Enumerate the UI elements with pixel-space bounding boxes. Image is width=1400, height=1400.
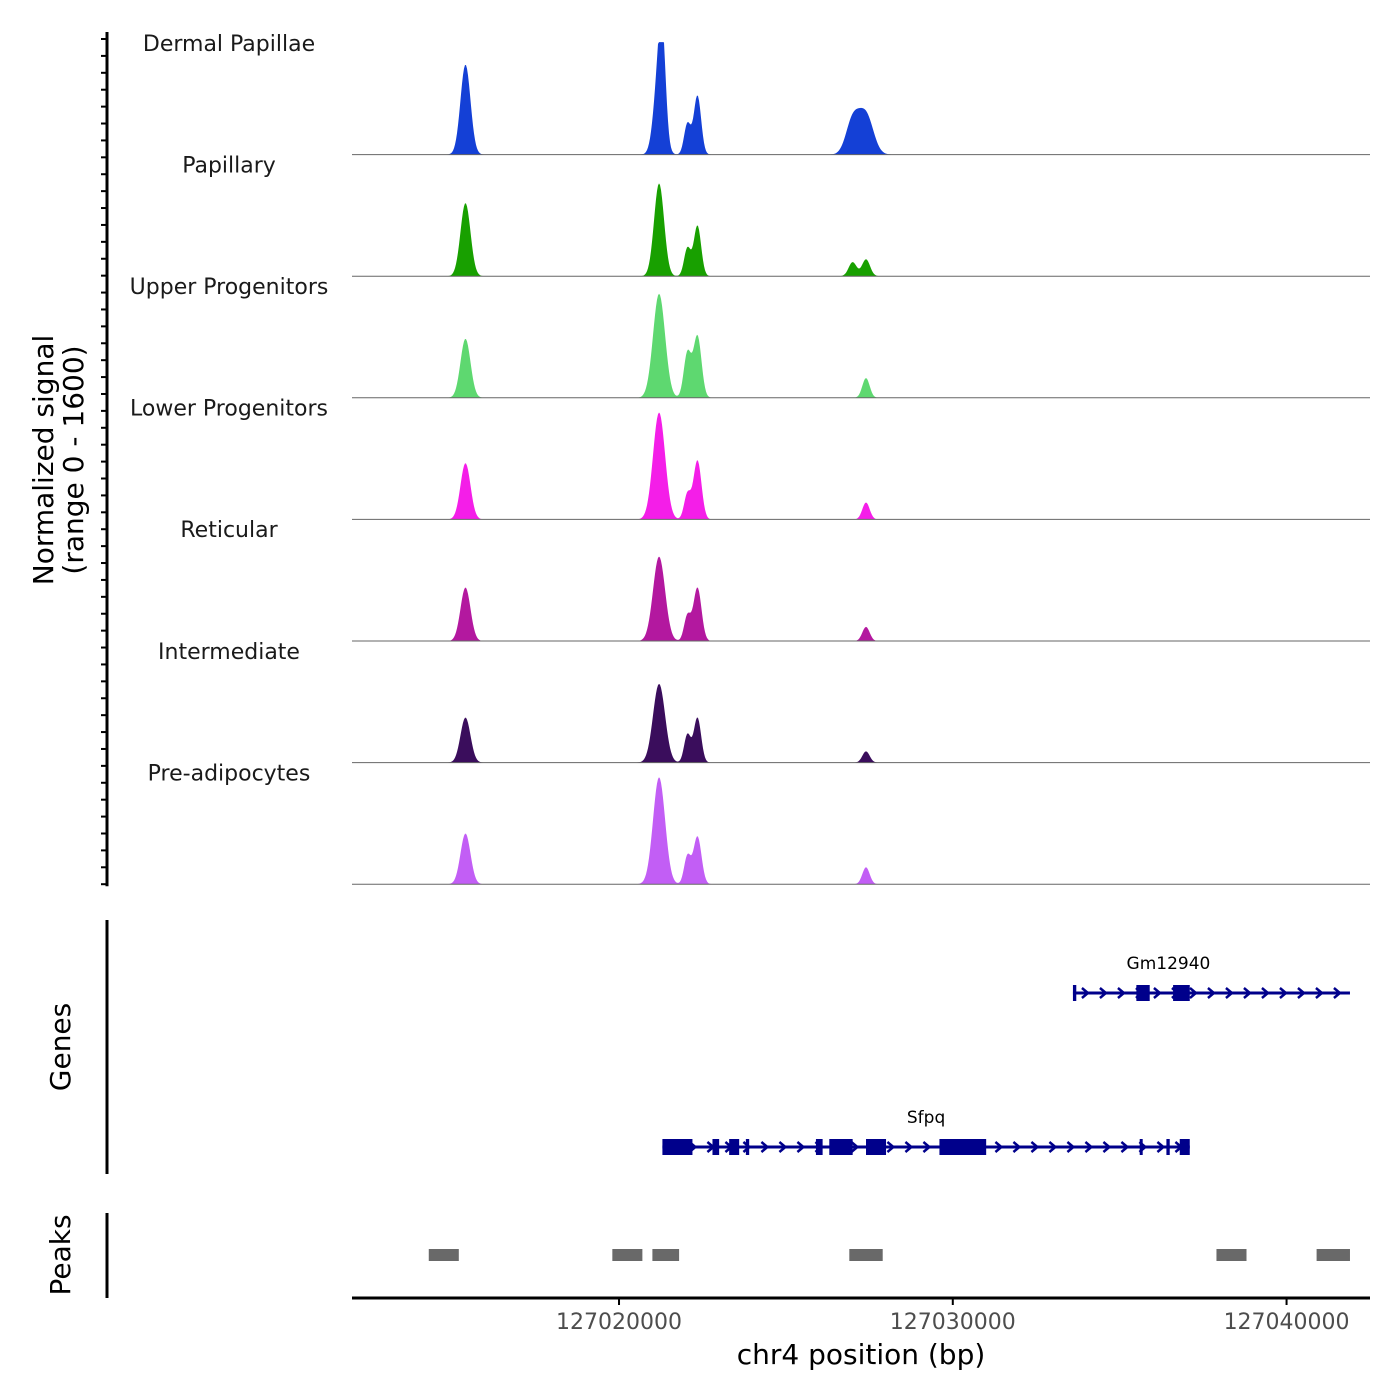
- strand-arrow: [1333, 987, 1342, 999]
- strand-arrow: [904, 1141, 914, 1153]
- strand-arrow: [850, 1141, 860, 1153]
- peak-region: [1316, 1249, 1350, 1261]
- strand-arrow: [1081, 987, 1090, 999]
- gene-model: Gm12940: [1072, 954, 1350, 1001]
- x-tick-label: 127040000: [1224, 1310, 1350, 1335]
- coverage-track: Reticular: [180, 518, 1370, 642]
- strand-arrow: [1102, 1141, 1112, 1153]
- gene-exon: [745, 1139, 750, 1155]
- strand-arrow: [1048, 1141, 1058, 1153]
- coverage-area: [352, 293, 1370, 398]
- strand-arrow: [1099, 987, 1108, 999]
- strand-arrow: [1012, 1141, 1022, 1153]
- gene-label: Gm12940: [1127, 954, 1211, 974]
- peak-region: [652, 1249, 680, 1261]
- strand-arrow: [1066, 1141, 1076, 1153]
- gene-model: Sfpq: [662, 1108, 1190, 1155]
- gene-exon: [1139, 1139, 1143, 1155]
- track-label: Reticular: [180, 518, 278, 543]
- coverage-area: [352, 412, 1370, 520]
- gene-exon: [662, 1139, 693, 1155]
- gene-exon: [729, 1139, 740, 1155]
- coverage-track: Upper Progenitors: [130, 275, 1370, 399]
- strand-arrow: [1117, 987, 1126, 999]
- coverage-track: Pre-adipocytes: [148, 761, 1370, 885]
- gene-label: Sfpq: [907, 1108, 945, 1128]
- gene-exon: [939, 1139, 987, 1155]
- track-label: Pre-adipocytes: [148, 761, 311, 786]
- peak-region: [612, 1249, 643, 1261]
- coverage-track: Intermediate: [158, 640, 1370, 764]
- coverage-area: [352, 683, 1370, 763]
- strand-arrow: [922, 1141, 932, 1153]
- coverage-area: [352, 777, 1370, 885]
- peak-region: [1216, 1249, 1247, 1261]
- peak-region: [428, 1249, 459, 1261]
- strand-arrow: [1120, 1141, 1130, 1153]
- track-label: Upper Progenitors: [130, 275, 329, 300]
- strand-arrow: [994, 1141, 1004, 1153]
- x-axis-ticks: 127020000 127030000 127040000: [556, 1298, 1350, 1335]
- gene-exon: [866, 1139, 887, 1155]
- track-label: Papillary: [182, 153, 276, 178]
- gene-exon: [815, 1139, 823, 1155]
- strand-arrow: [742, 1141, 752, 1153]
- coverage-area: [352, 556, 1370, 641]
- strand-arrow: [796, 1141, 806, 1153]
- strand-arrow: [1225, 987, 1234, 999]
- coverage-area: [352, 183, 1370, 277]
- strand-arrow: [1315, 987, 1324, 999]
- coverage-track: Dermal Papillae: [143, 32, 1370, 156]
- x-tick-label: 127030000: [890, 1310, 1016, 1335]
- gene-exon: [829, 1139, 853, 1155]
- genes-axis-title: Genes: [44, 1003, 77, 1091]
- gene-exon: [1166, 1139, 1170, 1155]
- track-label: Intermediate: [158, 640, 300, 665]
- track-label: Lower Progenitors: [130, 397, 328, 422]
- strand-arrow: [778, 1141, 788, 1153]
- strand-arrow: [1207, 987, 1216, 999]
- strand-arrow: [1243, 987, 1252, 999]
- coverage-track: Papillary: [182, 153, 1370, 277]
- x-axis-title: chr4 position (bp): [737, 1338, 986, 1371]
- strand-arrow: [1297, 987, 1306, 999]
- strand-arrow: [1261, 987, 1270, 999]
- coverage-track: Lower Progenitors: [130, 397, 1370, 520]
- strand-arrow: [1153, 987, 1162, 999]
- gene-annotations: Gm12940 Sfpq: [662, 954, 1350, 1155]
- gene-exon: [712, 1139, 720, 1155]
- strand-arrow: [1030, 1141, 1040, 1153]
- coverage-y-axis-title-line1: Normalized signal: [27, 335, 60, 586]
- x-tick-label: 127020000: [556, 1310, 682, 1335]
- peak-regions: [428, 1249, 1350, 1261]
- gene-exon: [1136, 985, 1150, 1001]
- strand-arrow: [1279, 987, 1288, 999]
- strand-arrow: [1084, 1141, 1094, 1153]
- track-label: Dermal Papillae: [143, 32, 315, 57]
- coverage-area: [352, 42, 1370, 155]
- coverage-y-axis: [101, 32, 109, 887]
- strand-arrow: [760, 1141, 770, 1153]
- gene-exon: [1179, 1139, 1190, 1155]
- strand-arrow: [1156, 1141, 1166, 1153]
- coverage-y-axis-title-line2: (range 0 - 1600): [57, 345, 90, 574]
- peak-region: [849, 1249, 883, 1261]
- strand-arrow: [886, 1141, 896, 1153]
- coverage-tracks: Dermal Papillae Papillary Upper Progenitor…: [130, 32, 1370, 885]
- gene-exon: [1072, 985, 1077, 1001]
- strand-arrow: [1189, 987, 1198, 999]
- gene-exon: [1173, 985, 1190, 1001]
- peaks-axis-title: Peaks: [44, 1214, 77, 1295]
